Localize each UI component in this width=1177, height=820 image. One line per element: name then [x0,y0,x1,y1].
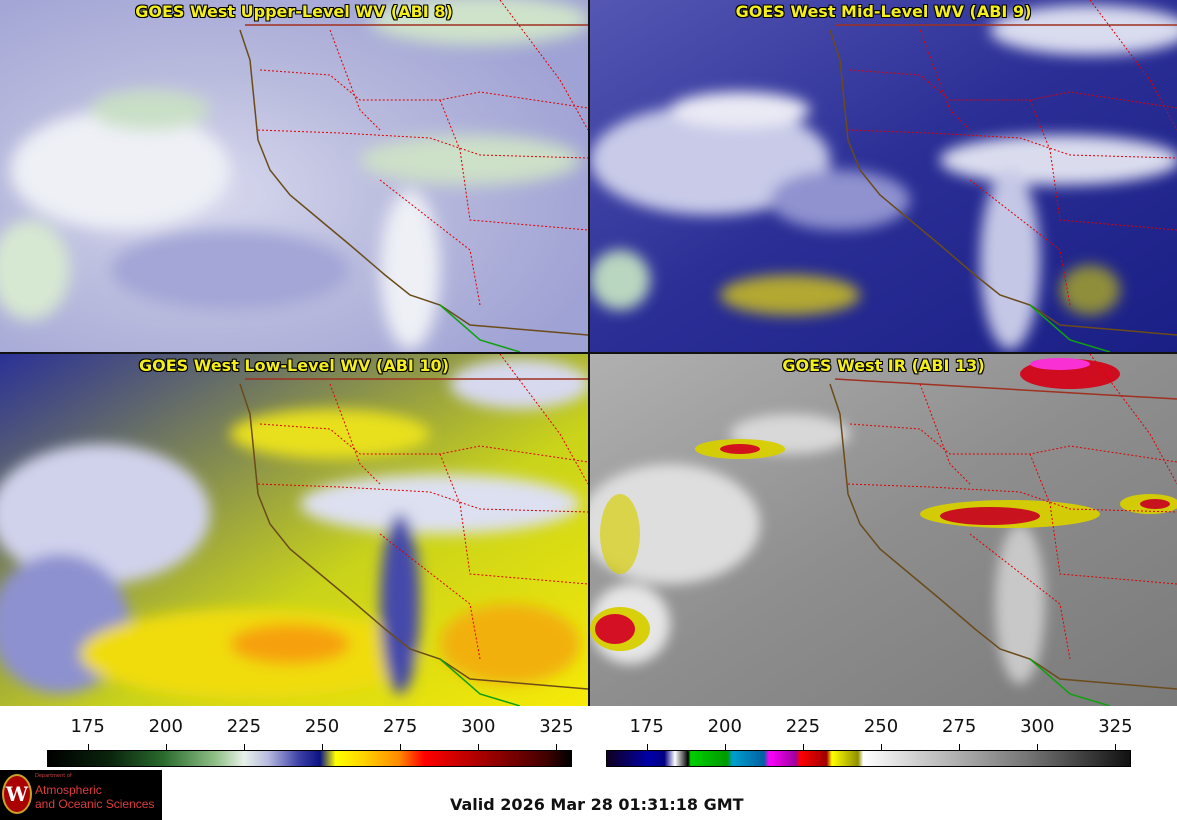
panel-title: GOES West Low-Level WV (ABI 10) [138,356,449,375]
ir-colorbar: 175 200 225 250 275 300 325 [606,716,1133,770]
colorbar-tick-label: 225 [785,716,821,737]
panel-title: GOES West IR (ABI 13) [782,356,985,375]
colorbar-tick-label: 225 [226,716,262,737]
colorbar-tick-mark [1115,744,1117,750]
colorbar-tick-mark [881,744,882,750]
colorbar-tick-mark [87,744,89,750]
colorbar-tick-mark [478,744,480,750]
logo-line2: and Oceanic Sciences [35,797,155,811]
colorbar-gradient [47,750,572,767]
colorbar-tick-label: 325 [539,716,574,737]
colorbar-tick-label: 200 [707,716,742,737]
colorbar-tick-mark [646,744,648,750]
colorbar-tick-label: 175 [70,716,105,737]
colorbar-gradient [606,750,1131,767]
colorbar-ticks: 175 200 225 250 275 300 325 [606,716,1133,742]
low-level-wv-panel: GOES West Low-Level WV (ABI 10) [0,354,588,706]
colorbar-tick-label: 200 [148,716,183,737]
colorbar-tick-mark [322,744,323,750]
colorbar-tick-label: 300 [461,716,496,737]
colorbar-ticks: 175 200 225 250 275 300 325 [47,716,574,742]
colorbar-tick-label: 325 [1098,716,1133,737]
valid-time: Valid 2026 Mar 28 01:31:18 GMT [450,795,744,814]
colorbar-tick-mark [802,744,804,750]
colorbar-tick-label: 175 [629,716,664,737]
colorbar-tick-label: 250 [304,716,340,737]
colorbar-tick-mark [243,744,245,750]
colorbar-tick-label: 275 [941,716,977,737]
aos-logo: W Department of Atmospheric and Oceanic … [0,770,162,820]
mid-level-wv-image [590,0,1177,352]
colorbar-tick-label: 250 [863,716,899,737]
colorbar-tick-label: 300 [1020,716,1055,737]
panel-divider-horizontal [0,352,1177,354]
upper-level-wv-image [0,0,588,352]
colorbar-tick-label: 275 [382,716,418,737]
logo-line1: Atmospheric [35,783,102,797]
colorbar-tick-mark [400,744,402,750]
panel-title: GOES West Mid-Level WV (ABI 9) [735,2,1032,21]
uw-seal-icon: W [2,774,32,814]
panel-title: GOES West Upper-Level WV (ABI 8) [135,2,453,21]
mid-level-wv-panel: GOES West Mid-Level WV (ABI 9) [590,0,1177,352]
logo-dept-text: Department of [35,773,72,779]
colorbar-tick-mark [556,744,558,750]
upper-level-wv-panel: GOES West Upper-Level WV (ABI 8) [0,0,588,352]
ir-panel: GOES West IR (ABI 13) [590,354,1177,706]
ir-image [590,354,1177,706]
low-level-wv-image [0,354,588,706]
colorbar-tick-mark [959,744,961,750]
colorbar-tick-mark [724,744,726,750]
colorbar-tick-mark [1037,744,1039,750]
wv-colorbar: 175 200 225 250 275 300 325 [47,716,574,770]
colorbar-tick-mark [165,744,167,750]
